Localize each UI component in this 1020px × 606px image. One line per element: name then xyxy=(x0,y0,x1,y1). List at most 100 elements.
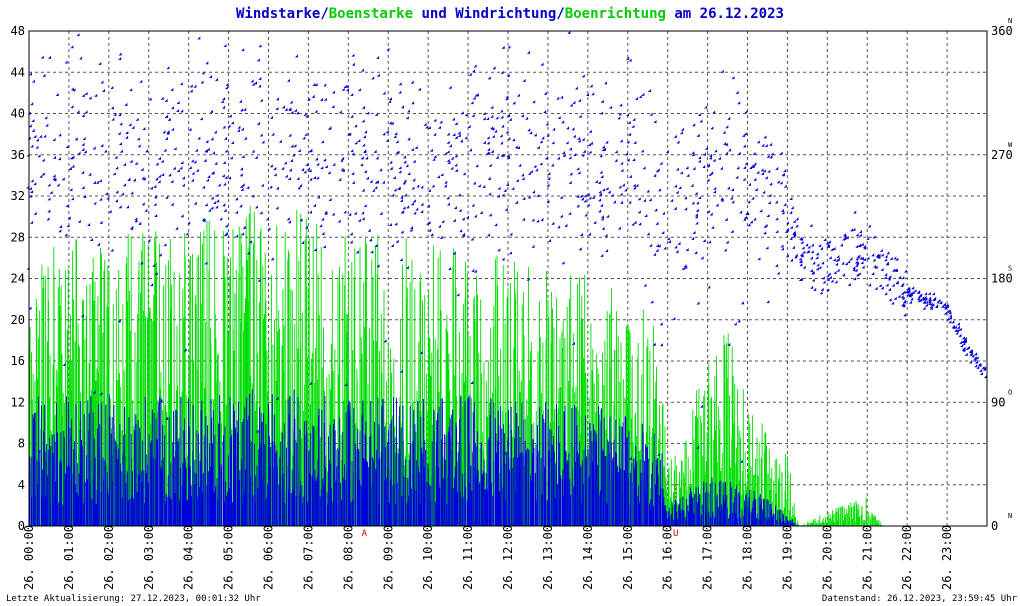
wind-direction-point xyxy=(503,188,507,192)
wind-direction-point xyxy=(338,177,342,181)
wind-direction-point xyxy=(823,238,827,242)
wind-direction-point xyxy=(454,168,458,172)
wind-direction-point xyxy=(659,161,663,165)
wind-direction-point xyxy=(717,156,721,160)
x-tick-label: 26. 11:00 xyxy=(461,525,475,590)
y-left-tick-label: 20 xyxy=(11,313,25,327)
wind-direction-point xyxy=(213,130,217,134)
wind-direction-point xyxy=(579,233,583,237)
wind-direction-point xyxy=(521,177,525,181)
wind-direction-point xyxy=(361,119,365,123)
wind-direction-point xyxy=(173,147,177,151)
wind-direction-point xyxy=(605,187,609,191)
wind-direction-point xyxy=(547,172,551,176)
wind-direction-point xyxy=(951,324,955,328)
wind-direction-point xyxy=(874,265,878,269)
wind-direction-point xyxy=(675,190,679,194)
wind-direction-point xyxy=(139,79,143,83)
wind-direction-point xyxy=(224,175,228,179)
wind-direction-point xyxy=(956,328,960,332)
wind-direction-point xyxy=(210,206,214,210)
wind-direction-point xyxy=(155,177,159,181)
wind-direction-point xyxy=(235,234,239,238)
wind-direction-point xyxy=(584,213,588,217)
wind-direction-point xyxy=(954,328,958,332)
wind-direction-point xyxy=(158,156,162,160)
wind-direction-point xyxy=(241,48,245,52)
wind-direction-point xyxy=(400,195,404,199)
wind-direction-point xyxy=(638,222,642,226)
wind-direction-point xyxy=(142,127,146,131)
wind-direction-point xyxy=(692,230,696,234)
wind-direction-point xyxy=(852,266,856,270)
wind-direction-point xyxy=(210,171,214,175)
wind-direction-point xyxy=(288,108,292,112)
wind-direction-point xyxy=(299,218,303,222)
wind-direction-point xyxy=(433,132,437,136)
wind-direction-point xyxy=(405,116,409,120)
wind-direction-point xyxy=(205,61,209,65)
wind-direction-point xyxy=(499,109,503,113)
wind-direction-point xyxy=(364,130,368,134)
wind-direction-point xyxy=(99,197,103,201)
wind-direction-point xyxy=(822,280,826,284)
wind-direction-point xyxy=(398,82,402,86)
wind-direction-point xyxy=(964,352,968,356)
wind-direction-point xyxy=(497,186,501,190)
wind-direction-point xyxy=(103,149,107,153)
wind-direction-point xyxy=(917,299,921,303)
wind-direction-point xyxy=(818,243,822,247)
wind-direction-point xyxy=(600,203,604,207)
wind-direction-point xyxy=(439,235,443,239)
wind-direction-point xyxy=(742,144,746,148)
wind-direction-point xyxy=(769,182,773,186)
wind-direction-point xyxy=(790,258,794,262)
wind-direction-point xyxy=(852,268,856,272)
wind-direction-point xyxy=(539,162,543,166)
wind-direction-point xyxy=(692,166,696,170)
wind-direction-point xyxy=(413,211,417,215)
wind-direction-point xyxy=(653,173,657,177)
wind-direction-point xyxy=(628,132,632,136)
wind-direction-point xyxy=(944,306,948,310)
wind-direction-point xyxy=(974,364,978,368)
wind-direction-point xyxy=(910,297,914,301)
wind-direction-point xyxy=(257,278,261,282)
wind-direction-point xyxy=(313,203,317,207)
wind-direction-point xyxy=(405,265,409,269)
wind-direction-point xyxy=(166,66,170,70)
wind-direction-point xyxy=(95,180,99,184)
wind-direction-point xyxy=(119,149,123,153)
wind-direction-point xyxy=(674,184,678,188)
wind-direction-point xyxy=(536,193,540,197)
wind-direction-point xyxy=(807,245,811,249)
wind-direction-point xyxy=(642,166,646,170)
wind-direction-point xyxy=(251,194,255,198)
wind-direction-point xyxy=(969,350,973,354)
wind-direction-point xyxy=(626,140,630,144)
wind-direction-point xyxy=(275,206,279,210)
wind-direction-point xyxy=(684,265,688,269)
wind-direction-point xyxy=(138,221,142,225)
wind-direction-point xyxy=(240,108,244,112)
wind-direction-point xyxy=(395,140,399,144)
wind-direction-point xyxy=(643,283,647,287)
wind-direction-point xyxy=(730,229,734,233)
y-left-tick-label: 24 xyxy=(11,272,25,286)
wind-direction-point xyxy=(341,87,345,91)
wind-direction-point xyxy=(81,142,85,146)
wind-direction-point xyxy=(88,172,92,176)
wind-direction-point xyxy=(739,210,743,214)
wind-direction-point xyxy=(503,451,507,455)
wind-direction-point xyxy=(450,156,454,160)
wind-direction-point xyxy=(361,211,365,215)
wind-direction-point xyxy=(909,291,913,295)
wind-direction-point xyxy=(891,268,895,272)
wind-direction-point xyxy=(118,113,122,117)
wind-direction-point xyxy=(605,249,609,253)
wind-direction-point xyxy=(702,165,706,169)
wind-direction-point xyxy=(241,232,245,236)
wind-direction-point xyxy=(240,187,244,191)
wind-direction-point xyxy=(457,133,461,137)
